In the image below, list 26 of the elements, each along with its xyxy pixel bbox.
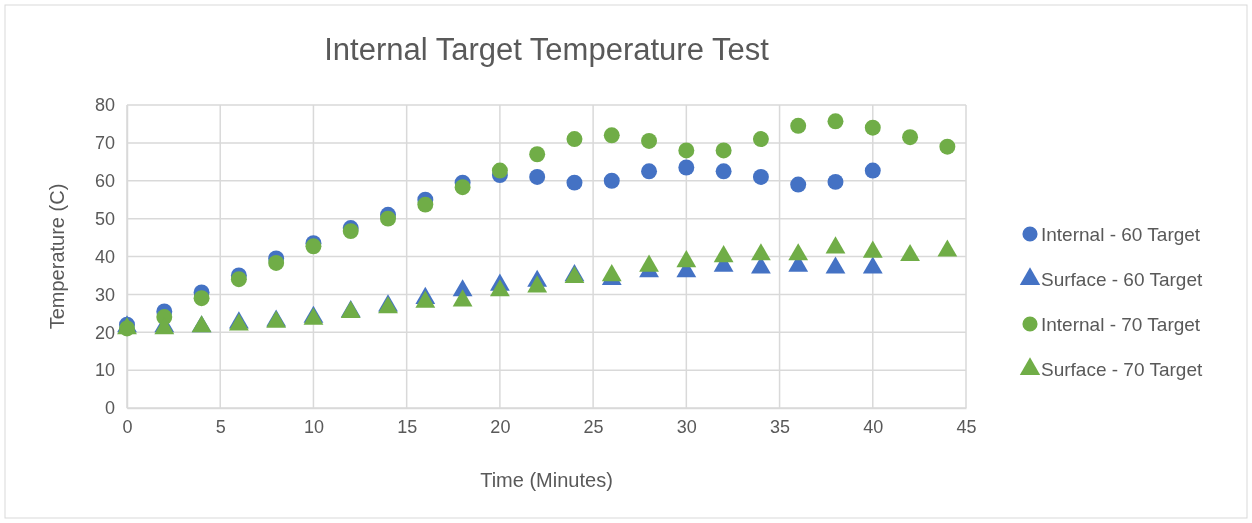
y-tick-label: 50 bbox=[94, 208, 115, 229]
x-tick-label: 35 bbox=[770, 416, 791, 437]
x-tick-label: 10 bbox=[303, 416, 324, 437]
legend-label: Internal - 70 Target bbox=[1041, 314, 1201, 335]
x-tick-label: 40 bbox=[863, 416, 884, 437]
y-tick-label: 80 bbox=[94, 95, 115, 116]
x-tick-label: 45 bbox=[956, 416, 977, 437]
chart-title: Internal Target Temperature Test bbox=[324, 32, 770, 67]
y-tick-label: 20 bbox=[94, 322, 115, 343]
x-axis-title: Time (Minutes) bbox=[480, 469, 613, 491]
x-tick-label: 5 bbox=[215, 416, 226, 437]
y-tick-label: 30 bbox=[94, 284, 115, 305]
y-tick-label: 0 bbox=[104, 398, 115, 419]
x-tick-label: 25 bbox=[583, 416, 604, 437]
legend-label: Internal - 60 Target bbox=[1041, 224, 1201, 245]
y-tick-label: 70 bbox=[94, 133, 115, 154]
legend-label: Surface - 70 Target bbox=[1041, 359, 1203, 380]
y-tick-label: 10 bbox=[94, 360, 115, 381]
y-axis-title: Temperature (C) bbox=[46, 183, 68, 330]
x-tick-label: 0 bbox=[122, 416, 133, 437]
legend-label: Surface - 60 Target bbox=[1041, 269, 1203, 290]
x-tick-label: 20 bbox=[490, 416, 511, 437]
x-tick-label: 15 bbox=[397, 416, 418, 437]
x-tick-label: 30 bbox=[676, 416, 697, 437]
y-tick-label: 40 bbox=[94, 246, 115, 267]
y-tick-label: 60 bbox=[94, 171, 115, 192]
